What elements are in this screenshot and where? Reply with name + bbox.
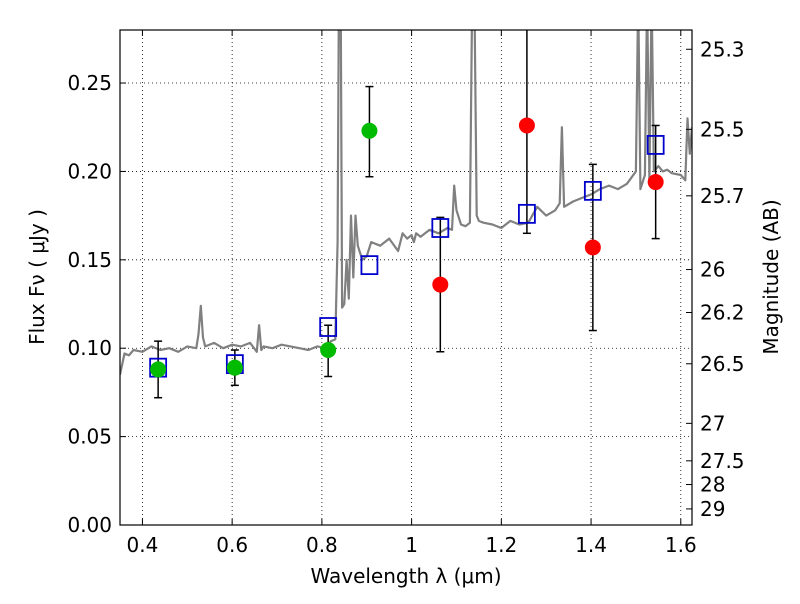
mag-tick-label: 26.2 (700, 301, 745, 325)
model-square-marker (518, 203, 536, 224)
y-tick-label: 0.00 (67, 513, 112, 537)
y-axis-label: Flux Fν ( μJy ) (25, 209, 49, 345)
y-tick-label: 0.10 (67, 336, 112, 360)
green-data-point (226, 359, 243, 376)
model-spectrum-line (120, 30, 692, 375)
model-square-marker (360, 255, 379, 276)
y-tick-label: 0.15 (67, 248, 112, 272)
x-tick-label: 1.4 (575, 533, 607, 557)
x-tick-label: 0.4 (127, 533, 159, 557)
y2-axis-label: Magnitude (AB) (759, 199, 783, 354)
mag-tick-label: 29 (700, 497, 725, 521)
ticks: 0.4 0.6 0.8 1 1.2 1.4 1.6 0.00 0.05 0.10 0.15 0.20 0… (67, 30, 745, 557)
plot-area (120, 30, 692, 525)
markers (149, 117, 665, 378)
green-data-point (150, 361, 167, 378)
x-tick-label: 1.6 (665, 533, 697, 557)
model-square-marker (646, 135, 665, 155)
mag-tick-label: 27.5 (700, 449, 745, 473)
model-square-marker (431, 218, 450, 238)
red-data-point (518, 117, 535, 134)
mag-tick-label: 27 (700, 411, 725, 435)
mag-tick-label: 26 (700, 258, 725, 282)
x-tick-label: 1.2 (485, 533, 517, 557)
red-data-point (432, 276, 449, 293)
y-tick-label: 0.20 (67, 159, 112, 183)
mag-tick-label: 26.5 (700, 352, 745, 376)
x-tick-label: 1 (405, 533, 418, 557)
red-data-point (647, 174, 664, 191)
green-data-point (361, 122, 378, 139)
green-data-point (320, 341, 337, 358)
y-tick-label: 0.25 (67, 71, 112, 95)
x-tick-label: 0.6 (216, 533, 248, 557)
red-data-point (584, 239, 601, 256)
x-axis-label: Wavelength λ (μm) (310, 564, 501, 588)
spectrum-layer (120, 30, 692, 375)
y-tick-label: 0.05 (67, 425, 112, 449)
model-square-marker (583, 180, 602, 201)
model-square-marker (319, 317, 338, 337)
mag-tick-label: 28 (700, 473, 725, 497)
plot-frame (119, 29, 693, 526)
mag-tick-label: 25.7 (700, 184, 745, 208)
mag-tick-label: 25.5 (700, 117, 745, 141)
x-tick-label: 0.8 (306, 533, 338, 557)
mag-tick-label: 25.3 (700, 37, 745, 61)
